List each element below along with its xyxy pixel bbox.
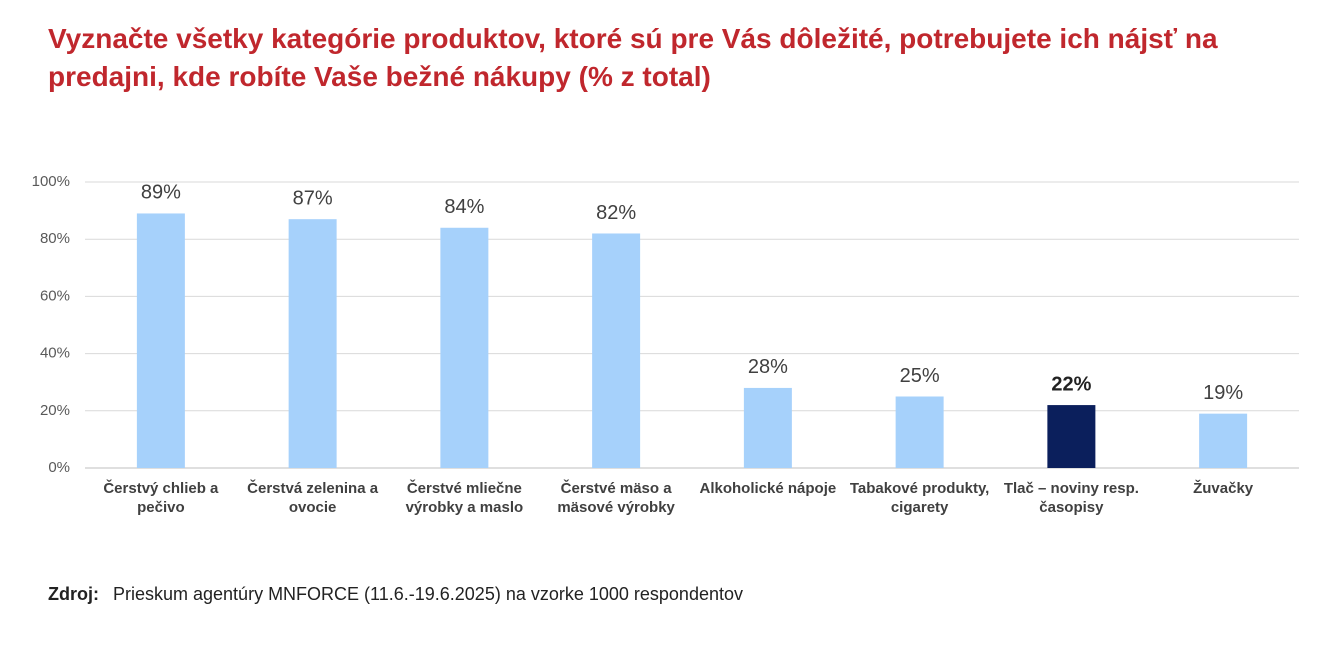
bar [288, 219, 337, 468]
x-tick-label: Čerstvé mliečne výrobky a maslo [405, 480, 524, 516]
y-tick-label: 80% [40, 230, 70, 247]
x-tick-label: Čerstvý chlieb a pečivo [103, 480, 219, 516]
value-label: 84% [444, 196, 484, 218]
bar [440, 227, 489, 468]
bar [895, 396, 944, 468]
source-label: Zdroj: [48, 584, 99, 604]
y-tick-label: 0% [48, 459, 70, 476]
value-label: 25% [900, 365, 940, 387]
y-tick-label: 60% [40, 287, 70, 304]
bar [1199, 413, 1248, 468]
bar [136, 213, 185, 468]
source-text: Prieskum agentúry MNFORCE (11.6.-19.6.20… [113, 584, 743, 604]
value-label: 22% [1051, 373, 1091, 395]
bar [592, 233, 641, 468]
x-tick-label: Žuvačky [1193, 480, 1254, 497]
bar [1047, 405, 1096, 468]
value-label: 28% [748, 356, 788, 378]
bar [743, 387, 792, 468]
x-tick-label: Čerstvá zelenina a ovocie [247, 480, 379, 516]
x-tick-label: Tlač – noviny resp. časopisy [1003, 480, 1139, 516]
chart-title: Vyznačte všetky kategórie produktov, kto… [48, 23, 1218, 92]
source: Zdroj: Prieskum agentúry MNFORCE (11.6.-1… [48, 584, 743, 605]
value-label: 19% [1203, 382, 1243, 404]
y-tick-label: 100% [32, 173, 70, 190]
value-label: 82% [596, 202, 636, 224]
x-tick-label: Alkoholické nápoje [699, 480, 837, 497]
x-tick-label: Čerstvé mäso a mäsové výrobky [557, 480, 675, 516]
y-tick-label: 20% [40, 402, 70, 419]
value-label: 89% [141, 182, 181, 204]
value-label: 87% [293, 187, 333, 209]
y-tick-label: 40% [40, 345, 70, 362]
x-tick-label: Tabakové produkty, cigarety [849, 480, 990, 516]
